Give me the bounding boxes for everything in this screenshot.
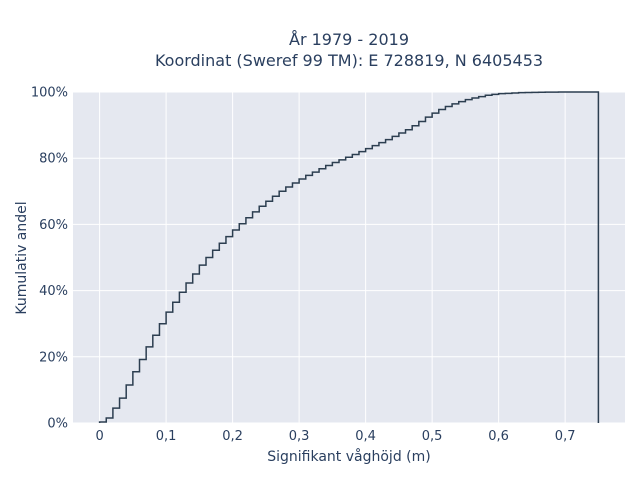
y-tick-label: 100% [31,86,68,101]
x-tick-label: 0,1 [156,429,177,444]
x-tick-label: 0 [95,429,103,444]
y-axis-ticks: 0% 20% 40% 60% 80% 100% [31,86,68,432]
x-tick-label: 0,7 [555,429,576,444]
x-tick-label: 0,4 [355,429,376,444]
x-tick-label: 0,5 [422,429,443,444]
y-tick-label: 60% [39,218,68,233]
cdf-step-line [98,91,600,423]
y-axis-label: Kumulativ andel [14,201,30,314]
x-axis-ticks: 0 0,1 0,2 0,3 0,4 0,5 0,6 0,7 [95,429,575,444]
x-tick-label: 0,6 [488,429,509,444]
y-tick-label: 80% [39,152,68,167]
x-axis-label: Signifikant våghöjd (m) [267,448,430,465]
chart-title: År 1979 - 2019 [289,30,409,49]
plot-background [73,92,625,423]
x-tick-label: 0,2 [222,429,243,444]
chart-subtitle: Koordinat (Sweref 99 TM): E 728819, N 64… [155,51,543,70]
y-tick-label: 40% [39,284,68,299]
x-tick-label: 0,3 [289,429,310,444]
y-tick-label: 0% [47,417,68,432]
y-tick-label: 20% [39,350,68,365]
